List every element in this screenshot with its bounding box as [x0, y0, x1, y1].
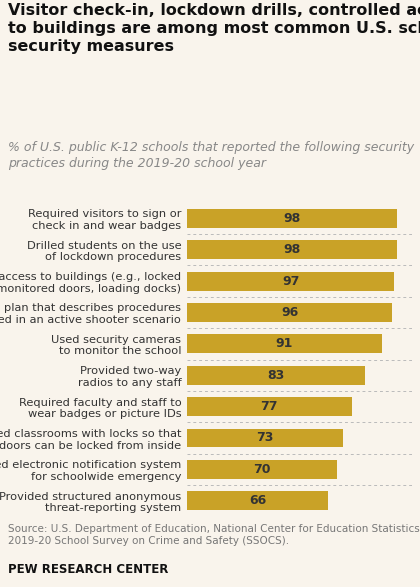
Bar [187, 335, 382, 353]
Bar [187, 209, 396, 228]
Text: 83: 83 [267, 369, 284, 382]
Text: 70: 70 [253, 463, 270, 476]
Text: 98: 98 [283, 212, 300, 225]
Text: 73: 73 [256, 431, 274, 444]
Text: 96: 96 [281, 306, 298, 319]
Text: 91: 91 [276, 338, 293, 350]
Text: Source: U.S. Department of Education, National Center for Education Statistics,
: Source: U.S. Department of Education, Na… [8, 524, 420, 546]
Text: PEW RESEARCH CENTER: PEW RESEARCH CENTER [8, 564, 169, 576]
Text: 77: 77 [260, 400, 278, 413]
Text: % of U.S. public K-12 schools that reported the following security
practices dur: % of U.S. public K-12 schools that repor… [8, 141, 415, 170]
Bar [187, 272, 394, 291]
Bar [187, 240, 396, 259]
Bar [187, 491, 328, 510]
Bar [187, 429, 343, 447]
Text: 66: 66 [249, 494, 266, 507]
Bar [187, 366, 365, 384]
Text: 97: 97 [282, 275, 299, 288]
Text: 98: 98 [283, 243, 300, 257]
Bar [187, 460, 337, 479]
Text: Visitor check-in, lockdown drills, controlled access
to buildings are among most: Visitor check-in, lockdown drills, contr… [8, 3, 420, 54]
Bar [187, 303, 392, 322]
Bar [187, 397, 352, 416]
